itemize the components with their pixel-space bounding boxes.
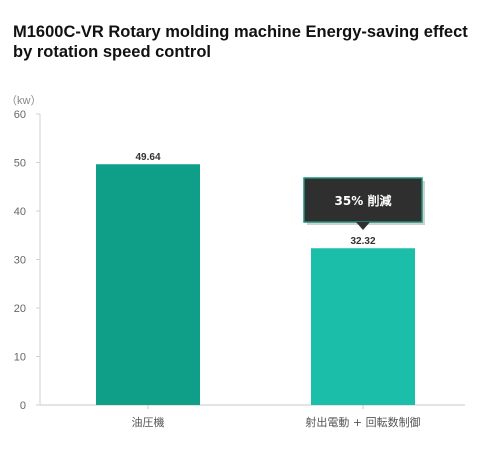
y-axis-unit-label: （kw） (6, 94, 41, 107)
y-tick-label: 30 (14, 255, 26, 267)
bar-value-label: 49.64 (135, 152, 160, 163)
callout-pointer (356, 222, 370, 230)
y-tick-label: 60 (14, 109, 26, 121)
chart-title: M1600C-VR Rotary molding machine Energy-… (13, 23, 468, 61)
bar (96, 164, 200, 405)
y-tick-label: 40 (14, 206, 26, 218)
x-category-label: 射出電動 + 回転数制御 (305, 415, 420, 429)
y-tick-label: 50 (14, 158, 26, 170)
y-tick-label: 20 (14, 303, 26, 315)
callout-label: 35% 削減 (335, 193, 392, 208)
x-category-label: 油圧機 (132, 415, 165, 429)
bar (311, 248, 415, 405)
y-tick-label: 10 (14, 352, 26, 364)
bar-value-label: 32.32 (350, 236, 375, 247)
y-tick-label: 0 (20, 400, 26, 412)
